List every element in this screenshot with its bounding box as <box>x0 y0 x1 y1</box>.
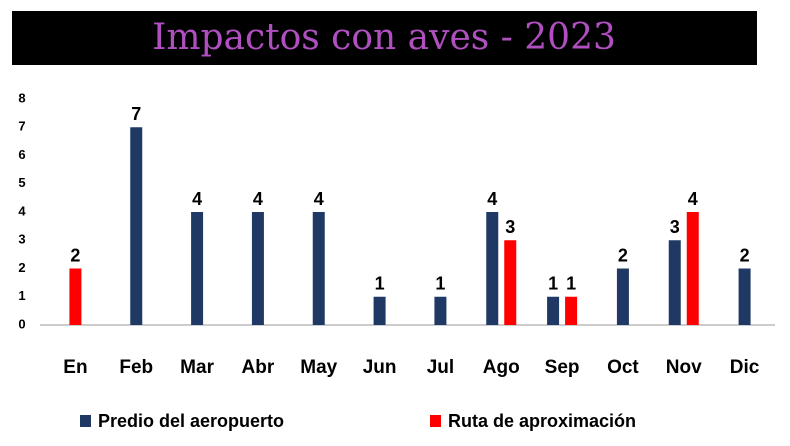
bar <box>251 212 264 325</box>
title-box <box>12 11 757 65</box>
y-tick-label: 1 <box>18 288 25 303</box>
x-tick-label: Jun <box>363 357 397 378</box>
value-label: 4 <box>253 189 263 209</box>
y-tick-label: 5 <box>18 175 25 190</box>
y-tick-label: 6 <box>18 147 25 162</box>
value-label: 2 <box>618 245 628 265</box>
x-tick-label: Abr <box>242 357 275 378</box>
value-label: 4 <box>688 189 698 209</box>
bar <box>686 212 699 325</box>
legend-swatch <box>80 415 91 427</box>
y-tick-label: 0 <box>18 316 25 331</box>
y-tick-label: 2 <box>18 260 25 275</box>
x-tick-label: Oct <box>607 357 639 378</box>
bar <box>668 240 681 325</box>
x-tick-label: Jul <box>427 357 454 378</box>
x-tick-label: Feb <box>119 357 153 378</box>
bar <box>312 212 325 325</box>
value-label: 2 <box>70 245 80 265</box>
value-label: 7 <box>131 104 141 124</box>
value-label: 1 <box>435 274 445 294</box>
bar <box>565 296 578 325</box>
legend-label: Ruta de aproximación <box>448 411 636 431</box>
y-tick-label: 8 <box>18 90 25 105</box>
chart-title: Impactos con aves - 2023 <box>152 17 616 58</box>
y-tick-label: 7 <box>18 119 25 134</box>
bar <box>130 127 143 325</box>
legend-swatch <box>430 415 441 427</box>
y-tick-label: 4 <box>18 203 26 218</box>
y-tick-label: 3 <box>18 232 25 247</box>
x-tick-label: En <box>63 357 87 378</box>
bar <box>191 212 204 325</box>
x-tick-label: Ago <box>483 357 520 378</box>
value-label: 1 <box>375 274 385 294</box>
value-label: 3 <box>505 217 515 237</box>
value-label: 4 <box>487 189 497 209</box>
value-label: 1 <box>548 274 558 294</box>
bar <box>69 268 82 325</box>
bar <box>486 212 499 325</box>
bar <box>547 296 560 325</box>
value-label: 1 <box>566 274 576 294</box>
x-tick-label: May <box>300 357 337 378</box>
bar <box>616 268 629 325</box>
value-label: 4 <box>192 189 202 209</box>
x-tick-label: Mar <box>180 357 214 378</box>
bar <box>504 240 517 325</box>
legend-label: Predio del aeropuerto <box>98 411 284 431</box>
value-label: 2 <box>740 245 750 265</box>
bar <box>373 296 386 325</box>
value-label: 4 <box>314 189 324 209</box>
x-tick-label: Sep <box>545 357 580 378</box>
bar <box>434 296 447 325</box>
bar <box>738 268 751 325</box>
value-label: 3 <box>670 217 680 237</box>
x-tick-label: Nov <box>666 357 702 378</box>
x-tick-label: Dic <box>730 357 760 378</box>
